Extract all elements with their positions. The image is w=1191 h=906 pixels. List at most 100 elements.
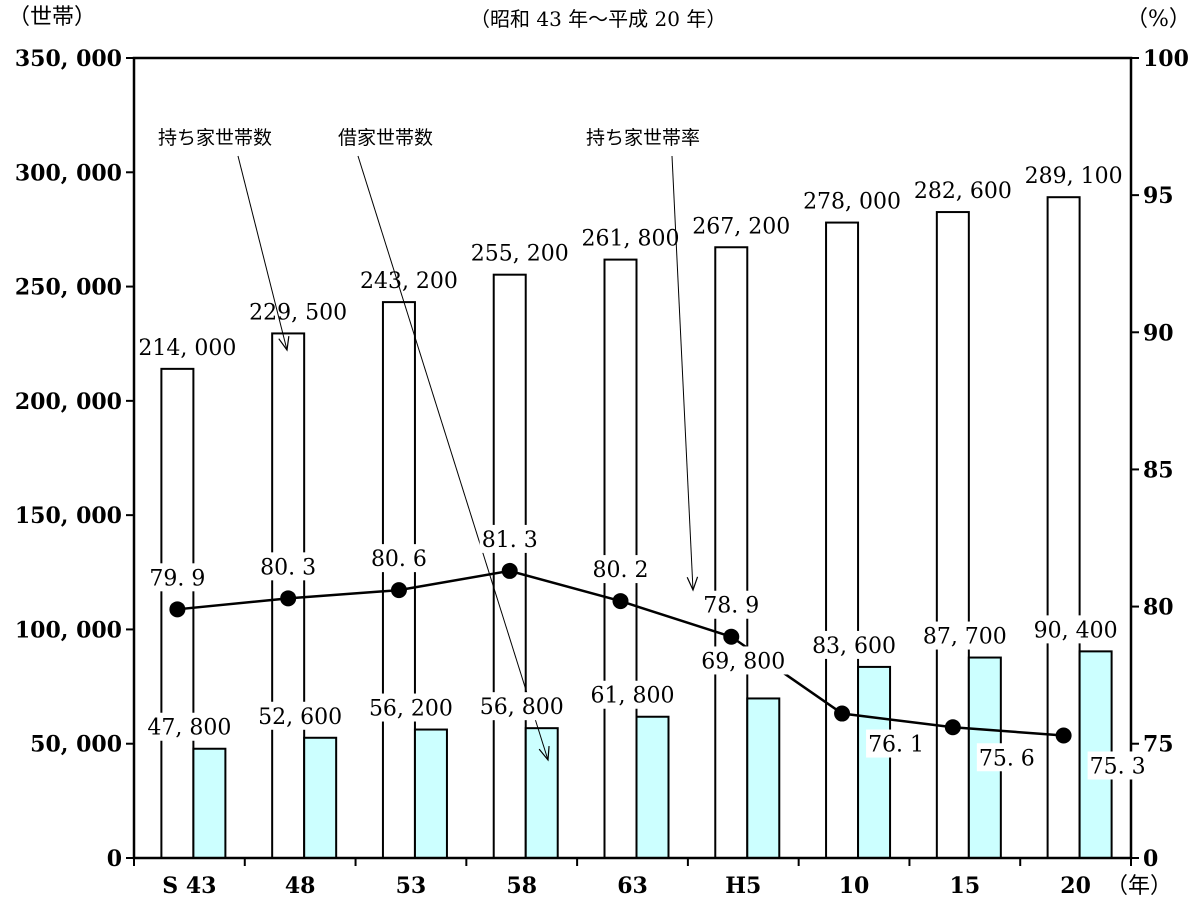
y-right-tick-label: 100 — [1143, 46, 1189, 72]
rate-point — [834, 705, 851, 722]
owner-bar — [714, 246, 749, 859]
y-right-tick-label: 90 — [1143, 320, 1174, 346]
rent-value-label: 47, 800 — [147, 716, 231, 741]
rent-value-label-bg — [252, 701, 349, 730]
annotation-owner-count: 持ち家世帯数 — [158, 127, 272, 149]
rent-bar — [635, 715, 670, 859]
y-left-tick-label: 150, 000 — [15, 503, 122, 529]
owner-bar — [935, 211, 970, 860]
rent-bar — [192, 747, 227, 859]
rent-value-label: 56, 800 — [480, 695, 564, 720]
y-left-tick-label: 100, 000 — [15, 617, 122, 643]
rent-value-label-bg — [695, 646, 792, 675]
owner-value-label: 267, 200 — [692, 214, 790, 239]
rate-value-label: 80. 2 — [593, 558, 649, 583]
rate-value-label: 80. 6 — [371, 547, 427, 572]
rate-value-label-bg — [479, 524, 540, 553]
x-tick-label: 10 — [839, 873, 870, 899]
y-axis-right: 0 75 80 85 90 95 100 — [1131, 46, 1189, 872]
rent-bar — [413, 728, 448, 859]
rate-value-label-bg — [258, 552, 319, 581]
owner-value-label: 214, 000 — [138, 336, 236, 361]
rent-value-label-bg — [473, 692, 570, 721]
rate-point — [1055, 727, 1072, 744]
rent-value-label: 61, 800 — [591, 684, 675, 709]
rate-point — [169, 601, 186, 618]
owner-rate-arrow-head — [686, 576, 699, 592]
rate-value-label: 79. 9 — [149, 566, 205, 591]
x-tick-label: 15 — [950, 873, 981, 899]
rent-value-label: 83, 600 — [812, 634, 896, 659]
rate-value-label: 78. 9 — [703, 594, 759, 619]
rent-value-label-bg — [806, 630, 903, 659]
y-left-tick-label: 250, 000 — [15, 275, 122, 301]
rate-value-label-bg — [590, 555, 651, 584]
rent-value-label-bg — [1027, 615, 1124, 644]
rate-value-label: 75. 3 — [1090, 754, 1146, 779]
rent-value-label-bg — [362, 693, 459, 722]
y-right-tick-label: 75 — [1143, 732, 1174, 758]
owner-count-arrow-head — [278, 336, 290, 352]
rent-value-label-bg — [584, 680, 681, 709]
rate-value-label-bg — [147, 563, 208, 592]
owner-bar — [381, 301, 416, 860]
rent-bar — [746, 697, 781, 860]
owner-value-label: 229, 500 — [249, 300, 347, 325]
owner-value-label: 261, 800 — [582, 227, 680, 252]
y-left-tick-label: 200, 000 — [15, 389, 122, 415]
rate-point — [501, 562, 518, 579]
rent-value-label: 56, 200 — [369, 697, 453, 722]
owner-value-label: 243, 200 — [360, 269, 458, 294]
rent-value-label: 52, 600 — [258, 705, 342, 730]
rate-point — [944, 719, 961, 736]
rent-bar — [524, 727, 559, 860]
rate-value-label-bg — [368, 544, 429, 573]
y-right-unit: （%） — [1126, 7, 1191, 32]
rate-value-label-bg — [976, 743, 1037, 772]
annotation-owner-rate: 持ち家世帯率 — [586, 127, 700, 149]
y-left-tick-label: 300, 000 — [15, 160, 122, 186]
rate-point — [280, 590, 297, 607]
rent-bars — [192, 650, 1113, 860]
y-left-unit: （世帯） — [8, 5, 96, 30]
chart-subtitle: （昭和 43 年～平成 20 年） — [470, 7, 726, 31]
owner-value-label: 282, 600 — [914, 179, 1012, 204]
y-right-tick-label: 85 — [1143, 457, 1174, 483]
rate-value-label-bg — [866, 729, 927, 758]
y-left-tick-label: 50, 000 — [30, 732, 122, 758]
y-left-tick-label: 0 — [107, 846, 122, 872]
y-right-tick-label: 80 — [1143, 595, 1174, 621]
data-labels: 214, 000 229, 500 243, 200 255, 200 261, 800… — [138, 164, 1148, 780]
rate-value-label: 80. 3 — [260, 555, 316, 580]
x-axis: S 43 48 53 58 63 H5 10 15 20 — [133, 858, 1132, 899]
annotation-rent-count: 借家世帯数 — [338, 127, 433, 149]
owner-count-arrow — [237, 155, 288, 351]
rate-value-label-bg — [1087, 751, 1148, 780]
rent-value-label-bg — [141, 712, 238, 741]
rate-value-label: 76. 1 — [868, 733, 924, 758]
rate-point — [723, 628, 740, 645]
y-left-tick-label: 350, 000 — [15, 46, 122, 72]
x-tick-label: 58 — [506, 873, 537, 899]
owner-rate-arrow — [671, 155, 694, 591]
rate-point — [390, 582, 407, 599]
rent-count-arrow — [357, 155, 549, 761]
x-tick-label: S 43 — [162, 873, 216, 899]
y-right-tick-label: 95 — [1143, 183, 1174, 209]
x-tick-label: H5 — [725, 873, 761, 899]
rate-value-label-bg — [701, 590, 762, 619]
rent-bar — [857, 665, 892, 860]
rate-line-series — [169, 562, 1072, 744]
annotation-arrows — [237, 155, 699, 762]
rent-value-label: 90, 400 — [1034, 618, 1118, 643]
rate-value-label: 81. 3 — [482, 528, 538, 553]
rent-bar — [303, 736, 338, 859]
rent-value-label: 87, 700 — [923, 625, 1007, 650]
x-tick-label: 53 — [396, 873, 427, 899]
plot-frame — [132, 56, 1133, 860]
owner-value-label: 289, 100 — [1025, 164, 1123, 189]
owner-value-label: 278, 000 — [803, 190, 901, 215]
rate-value-label: 75. 6 — [979, 746, 1035, 771]
y-axis-left: 0 50, 000 100, 000 150, 000 200, 000 250, 000… — [15, 46, 134, 872]
